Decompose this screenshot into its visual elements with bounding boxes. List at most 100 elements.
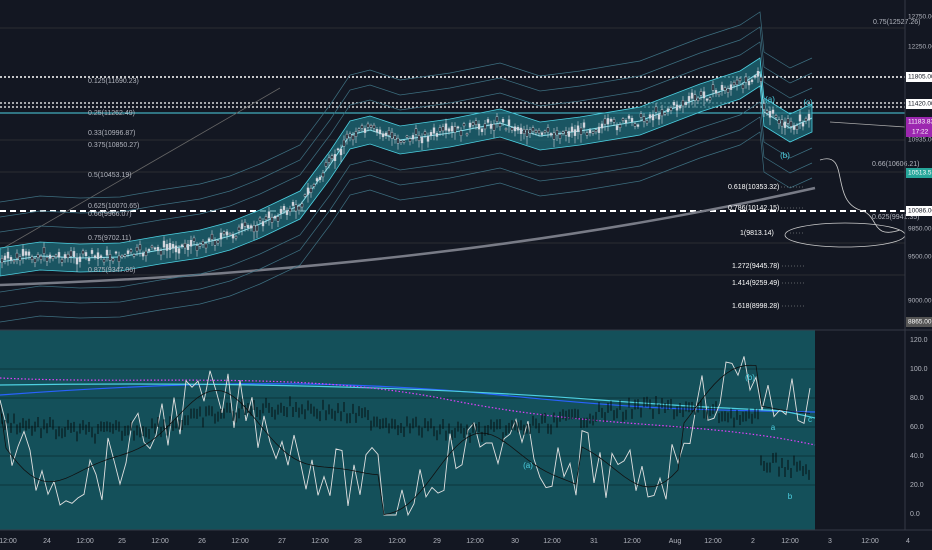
candle-body [549,133,553,136]
time-axis-label: 12:00 [543,538,561,545]
candle-body [75,257,79,265]
wave-label: (c) [803,98,813,107]
candle-body [12,259,16,263]
candle-body [51,256,55,259]
candle-body [114,251,118,254]
envelope-band [0,26,813,218]
candle-body [126,250,130,254]
candle-body [504,128,508,130]
candle-body [609,118,613,122]
fib-label: 1.618(8998.28) [732,303,779,310]
candle-body [141,252,145,257]
envelope-band [0,131,813,323]
candle-body [726,88,730,93]
wave-label: a [771,423,776,432]
candle-body [333,154,337,162]
candle-body [375,129,379,133]
candle-body [384,132,388,136]
candle-body [294,204,298,212]
candle-body [279,208,283,214]
candle-body [588,129,592,134]
envelope-band [0,101,813,293]
candle-body [147,249,151,252]
time-axis-label: 27 [278,538,286,545]
time-axis-label: 12:00 [466,538,484,545]
candle-body [282,206,286,210]
candle-body [612,119,616,123]
candle-body [144,250,148,257]
candle-body [768,111,772,118]
time-axis-label: 12:00 [623,538,641,545]
candle-body [165,244,169,251]
candle-body [321,172,325,178]
candle-body [81,250,85,255]
candle-body [627,115,631,119]
candle-body [129,249,133,253]
candle-body [735,79,739,85]
candle-body [441,126,445,132]
candle-body [270,217,274,223]
candle-body [459,130,463,136]
oscillator-pane: 120.0 100.0 80.0 60.0 40.0 20.0 0.0 [0,337,928,518]
candle-body [693,94,697,101]
candle-body [762,103,766,110]
candle-body [6,251,10,259]
time-axis-label: 12:00 [231,538,249,545]
price-axis-label: 11183.83 [908,119,932,126]
candle-body [138,244,142,251]
candle-body [18,256,22,261]
stochastic-line [0,356,811,517]
candle-body [432,127,436,134]
time-axis-label: 2 [751,538,755,545]
candle-body [396,138,400,144]
candle-body [240,223,244,229]
candle-body [60,259,64,263]
wave-label: (a) [523,461,533,470]
time-axis-label: 12:00 [704,538,722,545]
time-axis-label: 30 [511,538,519,545]
candle-body [246,225,250,229]
candle-body [342,139,346,147]
candle-body [39,256,43,260]
candle-body [507,119,511,126]
candle-body [510,127,514,131]
candle-body [474,120,478,125]
candle-body [651,114,655,121]
candle-body [630,118,634,122]
candle-body [786,118,790,124]
candle-body [363,128,367,133]
price-axis-label: 10513.51 [908,170,932,177]
wave-label: b [788,492,793,501]
candle-body [489,123,493,129]
candle-body [255,225,259,232]
time-axis-label: 24 [43,538,51,545]
candle-body [15,252,19,259]
candle-body [465,133,469,136]
candle-body [576,125,580,132]
candle-body [345,133,349,139]
candle-body [564,130,568,136]
candle-body [540,132,544,135]
envelope-band [0,41,813,233]
candle-body [744,76,748,83]
candle-body [378,129,382,135]
candle-body [597,126,601,133]
wave-label: (b) [780,151,790,160]
candle-body [318,176,322,180]
candle-body [48,254,52,259]
candle-body [654,106,658,113]
candle-body [606,118,610,125]
time-axis-label: 12:00 [861,538,879,545]
candle-body [702,91,706,99]
fib-label: 0.375(10850.27) [88,142,139,149]
candle-body [426,136,430,142]
candle-body [123,254,127,257]
candle-body [525,129,529,137]
candle-body [486,119,490,123]
candle-body [42,247,46,254]
candle-body [552,132,556,140]
candle-body [153,247,157,250]
candle-body [264,216,268,220]
candle-body [24,251,28,256]
candle-body [405,135,409,138]
